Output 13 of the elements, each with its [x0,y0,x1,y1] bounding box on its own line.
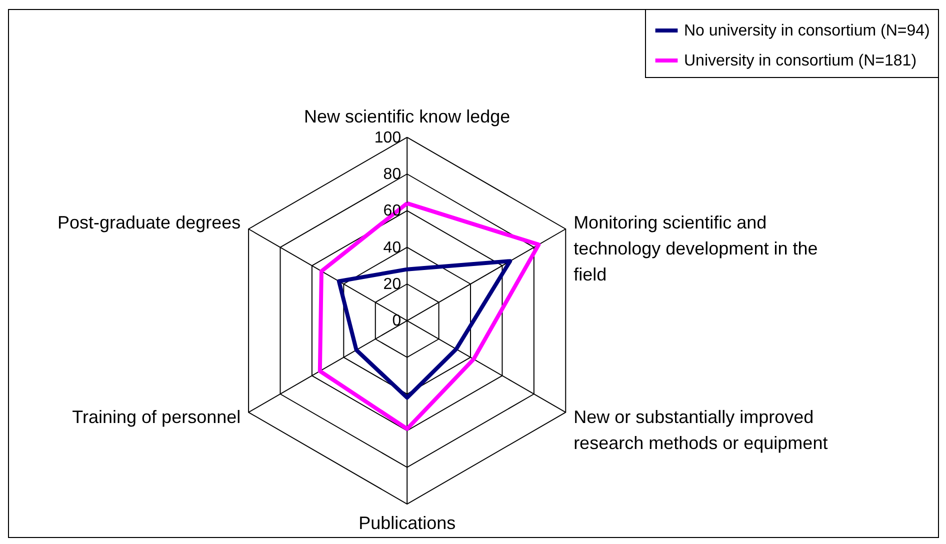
y-tick-label: 20 [383,276,402,293]
spoke-label: Publications [358,513,456,533]
spoke-label: Post-graduate degrees [58,212,241,232]
spoke-label: Monitoring scientific and technology development in the field [574,212,818,284]
y-tick-label: 40 [383,239,402,256]
spoke-label: Training of personnel [72,406,241,427]
y-tick-label: 0 [392,312,402,330]
spoke-label: New scientific know ledge [304,106,510,126]
legend-label: University in consortium (N=181) [684,52,917,70]
legend-label: No university in consortium (N=94) [684,22,930,40]
spoke-label: New or substantially improved research methods or equipment [574,406,828,453]
y-tick-label: 100 [374,129,402,146]
y-tick-label: 80 [383,166,402,183]
